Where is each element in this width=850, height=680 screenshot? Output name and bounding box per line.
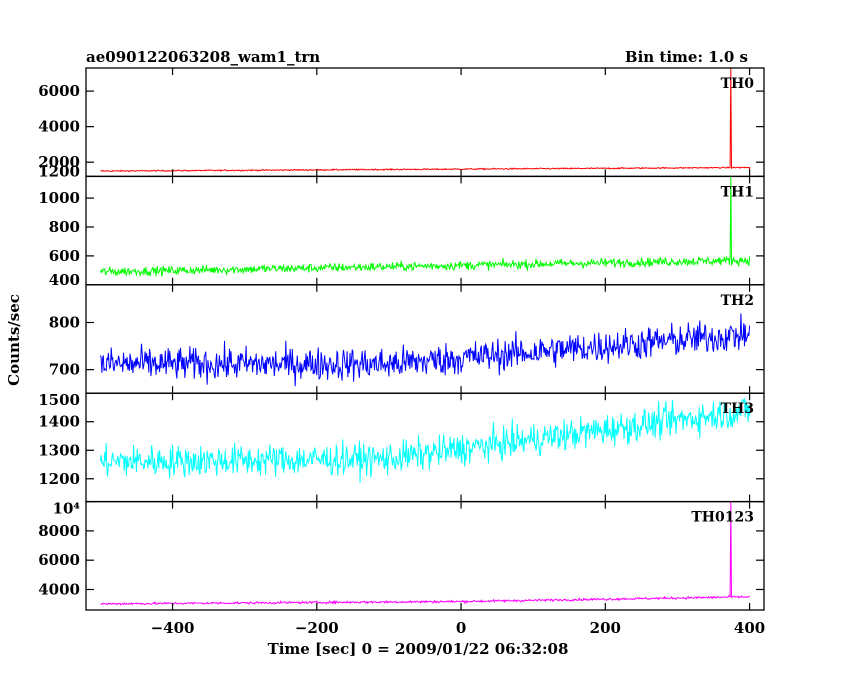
y-tick-label: 2000	[38, 153, 80, 171]
y-tick-label: 1300	[38, 441, 80, 459]
x-tick-label: 0	[456, 619, 466, 637]
panel-frame	[85, 67, 765, 178]
panel-label: TH3	[721, 401, 754, 417]
panel-th2: 700 800 TH2	[49, 284, 765, 394]
y-tick-label: 800	[49, 314, 80, 332]
series-th2	[99, 313, 751, 387]
y-tick-label: 1400	[38, 413, 80, 431]
y-tick-label: 4000	[38, 118, 80, 136]
panel-label: TH2	[721, 293, 754, 309]
panel-frame	[85, 500, 765, 611]
panel-th1: 400 600 800 1000 TH1	[38, 175, 765, 289]
panel-frame	[85, 392, 765, 503]
x-tick-label: 400	[734, 619, 765, 637]
y-tick-label: 6000	[38, 551, 80, 569]
chart-title: ae090122063208_wam1_trn	[86, 48, 320, 66]
y-tick-label: 1000	[38, 189, 80, 207]
series-th3	[99, 398, 751, 484]
y-tick-label: 700	[49, 361, 80, 379]
panel-label: TH0	[721, 76, 755, 92]
y-tick-label: 800	[49, 218, 80, 236]
y-tick-label: 10⁴	[53, 500, 81, 518]
y-tick-label: 400	[49, 271, 80, 289]
panel-th3: 1200 1300 1400 1500 TH3	[38, 391, 765, 503]
y-tick-label: 600	[49, 247, 80, 265]
y-tick-label: 1200	[38, 470, 80, 488]
series-th0	[100, 67, 751, 177]
y-tick-label: 4000	[38, 580, 80, 598]
x-tick-label: 200	[590, 619, 621, 637]
x-tick-label: −200	[295, 619, 339, 637]
x-axis-label: Time [sec] 0 = 2009/01/22 06:32:08	[268, 640, 569, 658]
y-tick-label: 1500	[38, 391, 80, 409]
panel-frame	[85, 284, 765, 394]
series-th1	[99, 176, 751, 278]
x-tick-label: −400	[151, 619, 195, 637]
x-axis: −400 −200 0 200 400	[151, 619, 766, 637]
series-th0123	[100, 501, 750, 606]
panel-th0123: 4000 6000 8000 10⁴ TH0123	[38, 500, 765, 611]
y-tick-label: 1200	[38, 162, 80, 180]
y-tick-label: 6000	[38, 82, 80, 100]
panel-label: TH0123	[691, 510, 754, 526]
panel-frame	[85, 175, 765, 286]
y-tick-label: 8000	[38, 522, 80, 540]
bin-time-label: Bin time: 1.0 s	[625, 48, 748, 66]
y-axis-label: Counts/sec	[5, 294, 23, 386]
panel-label: TH1	[721, 184, 754, 200]
